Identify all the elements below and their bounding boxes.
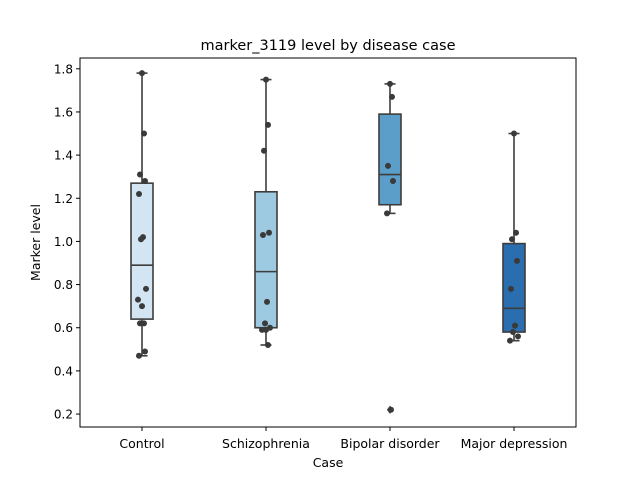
- data-point: [511, 130, 517, 137]
- box: [502, 242, 526, 333]
- box: [254, 190, 278, 329]
- data-point: [260, 231, 266, 238]
- data-point: [507, 337, 513, 344]
- data-point: [262, 320, 268, 327]
- x-tick-label: Bipolar disorder: [340, 436, 440, 451]
- data-point: [261, 147, 267, 154]
- data-point: [265, 342, 271, 348]
- data-point: [263, 326, 269, 333]
- data-point: [514, 257, 520, 264]
- data-point: [510, 329, 516, 336]
- x-axis-label: Case: [313, 455, 344, 470]
- data-point: [136, 352, 142, 359]
- data-point: [138, 236, 144, 243]
- y-tick-label: 0.6: [54, 321, 73, 335]
- y-tick-label: 1.4: [54, 149, 73, 163]
- data-point: [135, 296, 141, 303]
- data-point: [137, 171, 143, 178]
- data-point: [508, 285, 514, 292]
- data-point: [142, 178, 148, 184]
- box-group: [502, 130, 526, 344]
- y-axis-label: Marker level: [28, 204, 43, 281]
- data-point: [385, 162, 391, 169]
- data-point: [264, 298, 270, 305]
- plot-area: [130, 70, 526, 414]
- y-tick-label: 1.2: [54, 192, 73, 206]
- y-tick-label: 0.8: [54, 278, 73, 292]
- data-point: [142, 348, 148, 355]
- x-tick-label: Control: [119, 436, 164, 451]
- data-point: [387, 80, 393, 87]
- data-point: [390, 178, 396, 184]
- data-point: [136, 190, 142, 197]
- data-point: [266, 229, 272, 236]
- box: [130, 182, 154, 320]
- data-point: [384, 210, 390, 217]
- data-point: [141, 130, 147, 137]
- x-tick-label: Schizophrenia: [222, 436, 310, 451]
- data-point: [265, 121, 271, 128]
- data-point: [389, 93, 395, 100]
- y-tick-label: 1.8: [54, 62, 73, 76]
- y-axis: 0.2 0.4 0.6 0.8 1.0 1.2 1.4 1.6 1.8: [54, 62, 80, 422]
- data-point: [509, 236, 515, 243]
- y-tick-label: 1.6: [54, 105, 73, 119]
- data-point: [263, 76, 269, 83]
- x-axis: Control Schizophrenia Bipolar disorder Majo…: [119, 427, 567, 451]
- data-point: [513, 229, 519, 236]
- data-point: [139, 303, 145, 310]
- box-group: [130, 70, 154, 359]
- data-point: [137, 320, 143, 327]
- y-tick-label: 1.0: [54, 235, 73, 249]
- data-point: [143, 285, 149, 292]
- data-point: [139, 70, 145, 77]
- chart-title: marker_3119 level by disease case: [201, 38, 456, 54]
- plot-frame: [79, 57, 577, 428]
- data-point: [515, 333, 521, 340]
- data-point: [388, 406, 394, 413]
- box: [378, 113, 402, 206]
- data-point: [512, 322, 518, 329]
- box-group: [378, 80, 402, 414]
- y-tick-label: 0.2: [54, 408, 73, 422]
- box-group: [254, 76, 278, 348]
- x-tick-label: Major depression: [461, 436, 568, 451]
- y-tick-label: 0.4: [54, 364, 73, 378]
